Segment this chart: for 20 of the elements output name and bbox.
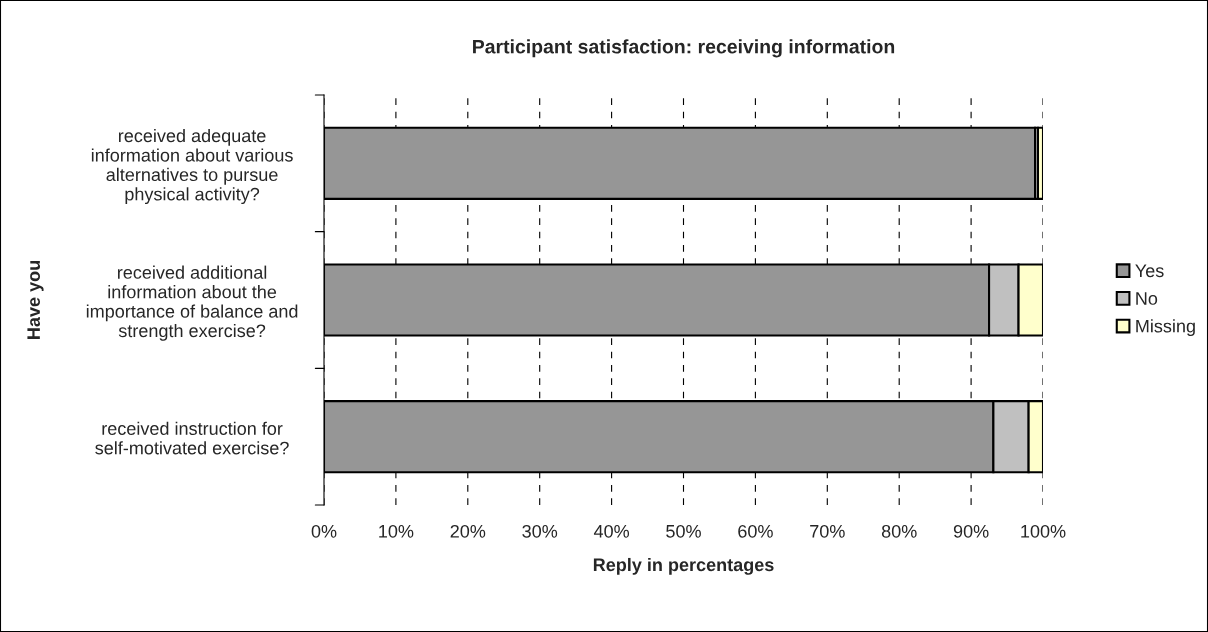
x-tick-label: 0% [311, 524, 337, 538]
x-tick-label: 100% [1021, 524, 1066, 538]
x-tick-label: 20% [450, 524, 486, 538]
legend-label: No [1136, 292, 1158, 305]
y-tick-label: received adequate information about various alternatives to pursue physical activity? [91, 128, 293, 205]
x-axis-title: Reply in percentages [593, 557, 774, 575]
legend-label: Missing [1136, 319, 1195, 337]
legend-label: Yes [1135, 264, 1164, 278]
chart-title: Participant satisfaction: receiving information [473, 39, 895, 58]
x-tick-label: 70% [810, 524, 845, 538]
y-tick-label: received instruction for self-motivated exercise? [95, 421, 289, 455]
x-tick-label: 50% [666, 524, 701, 538]
x-tick-label: 90% [953, 524, 989, 538]
x-tick-label: 30% [522, 524, 558, 538]
y-axis-title: Have you [27, 261, 44, 339]
x-tick-label: 10% [379, 524, 414, 538]
x-tick-label: 80% [881, 524, 917, 538]
y-tick-label: received additional information about the importance of balance and strength exercise? [86, 265, 298, 341]
x-tick-label: 40% [593, 524, 630, 538]
x-tick-label: 60% [738, 524, 773, 538]
